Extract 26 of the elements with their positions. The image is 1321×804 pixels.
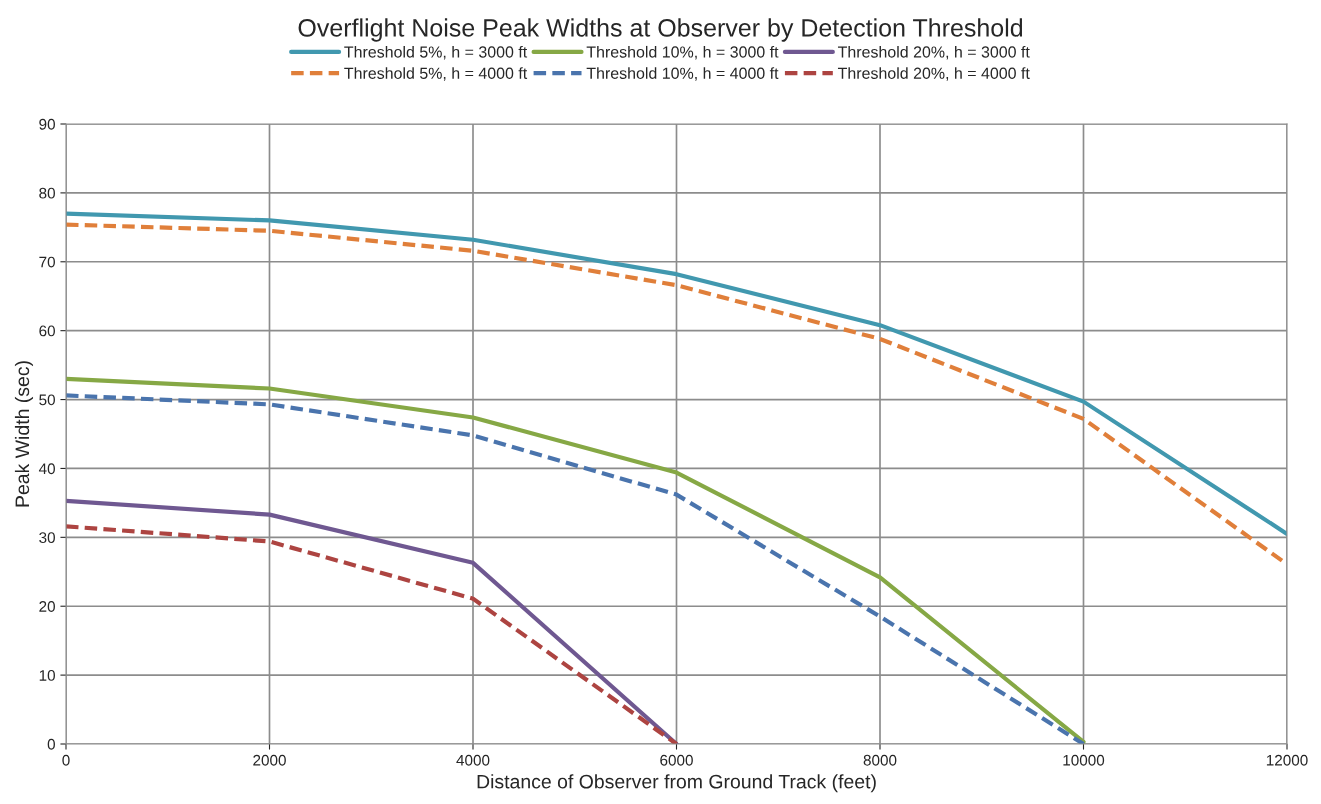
x-tick-label: 6000 (660, 754, 693, 766)
chart-title: Overflight Noise Peak Widths at Observer by Detection Threshold (298, 18, 1023, 42)
x-tick-label: 4000 (456, 754, 490, 766)
x-tick-label: 2000 (253, 754, 286, 766)
y-tick-label: 20 (39, 601, 55, 612)
y-tick-label: 70 (39, 256, 55, 268)
x-tick-label: 8000 (863, 754, 897, 766)
y-tick-label: 30 (39, 532, 55, 544)
legend-label: Threshold 20%, h = 3000 ft (837, 45, 1030, 60)
y-tick-label: 0 (47, 738, 55, 750)
legend-label: Threshold 10%, h = 3000 ft (586, 45, 779, 60)
y-tick-label: 10 (39, 669, 55, 681)
y-axis-title: Peak Width (sec) (14, 361, 34, 507)
legend-label: Threshold 20%, h = 4000 ft (837, 67, 1030, 81)
x-axis-title: Distance of Observer from Ground Track (feet) (477, 774, 876, 793)
y-tick-label: 60 (39, 325, 55, 337)
x-tick-label: 12000 (1266, 754, 1308, 766)
y-tick-label: 80 (39, 187, 55, 199)
legend-label: Threshold 5%, h = 4000 ft (344, 67, 528, 81)
y-tick-label: 50 (39, 394, 55, 406)
y-tick-label: 90 (39, 118, 55, 130)
legend-label: Threshold 10%, h = 4000 ft (586, 67, 779, 81)
x-tick-label: 0 (62, 754, 70, 766)
legend-label: Threshold 5%, h = 3000 ft (344, 45, 528, 60)
y-tick-label: 40 (38, 463, 55, 475)
x-tick-label: 10000 (1063, 754, 1105, 766)
